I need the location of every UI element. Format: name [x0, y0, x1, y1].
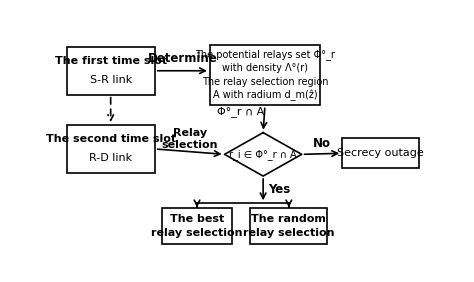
Text: relay selection: relay selection: [151, 228, 243, 238]
Text: The first time slot: The first time slot: [55, 56, 167, 66]
FancyBboxPatch shape: [250, 208, 328, 244]
Text: Secrecy outage: Secrecy outage: [337, 148, 424, 158]
Text: No: No: [313, 137, 331, 150]
Text: Relay
selection: Relay selection: [162, 128, 218, 150]
Text: The best: The best: [170, 214, 224, 224]
Text: The second time slot: The second time slot: [46, 134, 176, 144]
FancyBboxPatch shape: [162, 208, 232, 244]
Text: with density Λ°(r): with density Λ°(r): [222, 63, 308, 73]
Text: The relay selection region: The relay selection region: [202, 77, 328, 87]
Text: Φ°_r ∩ A: Φ°_r ∩ A: [218, 106, 264, 117]
Text: Determine: Determine: [147, 52, 217, 65]
Text: The random: The random: [251, 214, 326, 224]
Text: relay selection: relay selection: [243, 228, 335, 238]
FancyBboxPatch shape: [210, 45, 320, 105]
Text: The potential relays set Φ°_r: The potential relays set Φ°_r: [195, 49, 335, 60]
FancyBboxPatch shape: [66, 47, 155, 95]
Text: Yes: Yes: [269, 183, 291, 196]
Text: r_i ∈ Φ°_r ∩ A: r_i ∈ Φ°_r ∩ A: [229, 149, 297, 160]
FancyBboxPatch shape: [342, 138, 419, 168]
Text: A with radium d_m(ẑ): A with radium d_m(ẑ): [213, 90, 317, 101]
Text: R-D link: R-D link: [89, 153, 132, 164]
Text: S-R link: S-R link: [90, 75, 132, 85]
FancyBboxPatch shape: [66, 125, 155, 173]
